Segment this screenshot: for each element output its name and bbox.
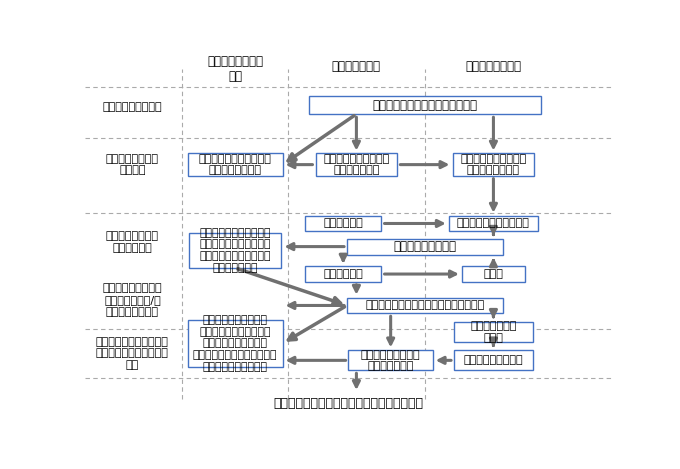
FancyBboxPatch shape — [347, 239, 503, 255]
Text: 脱炭素社会ビジョンの公表・フォローアップ: 脱炭素社会ビジョンの公表・フォローアップ — [273, 397, 424, 410]
FancyBboxPatch shape — [462, 266, 525, 281]
FancyBboxPatch shape — [348, 350, 432, 371]
FancyBboxPatch shape — [316, 153, 397, 176]
Text: 目標像の内容、取り入れ
るべき対策、追加すべき
情報、わかりやすい表現
などを議論する: 目標像の内容、取り入れ るべき対策、追加すべき 情報、わかりやすい表現 などを議… — [199, 228, 271, 272]
Text: （１）枠組みの設定: （１）枠組みの設定 — [103, 102, 163, 112]
Text: 再計算: 再計算 — [483, 269, 503, 279]
Text: 定性的な記述: 定性的な記述 — [324, 219, 363, 228]
Text: （５）ロードマップ作成
と主体毎のアクションの
整理: （５）ロードマップ作成 と主体毎のアクションの 整理 — [96, 337, 169, 370]
FancyBboxPatch shape — [453, 153, 534, 176]
FancyBboxPatch shape — [454, 322, 533, 342]
Text: （３）目標とする
将来像の描写: （３）目標とする 将来像の描写 — [106, 232, 159, 253]
Text: モデル分析チーム: モデル分析チーム — [465, 60, 522, 73]
Text: （４）必要な施策・
事業とシナジー/ト
レードオフの分析: （４）必要な施策・ 事業とシナジー/ト レードオフの分析 — [103, 283, 163, 317]
Text: （２）対策候補の
情報整備: （２）対策候補の 情報整備 — [106, 154, 159, 175]
FancyBboxPatch shape — [454, 350, 533, 371]
Text: タスクフォース: タスクフォース — [332, 60, 381, 73]
Text: 修正点を検討: 修正点を検討 — [324, 269, 363, 279]
Text: 定量化の結果を議論: 定量化の結果を議論 — [394, 240, 456, 253]
Text: 主体別の役割の整理
中間目標の設定: 主体別の役割の整理 中間目標の設定 — [361, 349, 420, 371]
FancyBboxPatch shape — [189, 233, 282, 268]
FancyBboxPatch shape — [347, 297, 503, 313]
Text: 目的・枠組・目標・留意
点などを議論する: 目的・枠組・目標・留意 点などを議論する — [199, 154, 271, 175]
Text: モデル計算による定量化: モデル計算による定量化 — [457, 219, 530, 228]
FancyBboxPatch shape — [305, 266, 381, 281]
Text: 他分野への影響
の分析: 他分野への影響 の分析 — [471, 321, 517, 343]
FancyBboxPatch shape — [309, 96, 541, 114]
FancyBboxPatch shape — [305, 216, 381, 231]
FancyBboxPatch shape — [188, 153, 283, 176]
Text: ステークホルダー
会合: ステークホルダー 会合 — [207, 55, 263, 83]
Text: 技術情報等を収集し、
データを整備する: 技術情報等を収集し、 データを整備する — [460, 154, 526, 175]
Text: ロードマップの作成: ロードマップの作成 — [464, 356, 523, 365]
Text: 地域における事業等、
関連情報の提供: 地域における事業等、 関連情報の提供 — [323, 154, 390, 175]
Text: 共同で枠組みを議論し、設定する: 共同で枠組みを議論し、設定する — [373, 98, 477, 112]
FancyBboxPatch shape — [449, 216, 539, 231]
Text: 対策の分野への分類、施策・事業の提案: 対策の分野への分類、施策・事業の提案 — [365, 301, 485, 310]
Text: 具体的施策の内容と実
行可能性、配慮すべき関
連分野、中間目標、住
民等とのコミュニケーション
の方法などを議論する: 具体的施策の内容と実 行可能性、配慮すべき関 連分野、中間目標、住 民等とのコミ… — [193, 315, 277, 371]
FancyBboxPatch shape — [188, 320, 283, 367]
